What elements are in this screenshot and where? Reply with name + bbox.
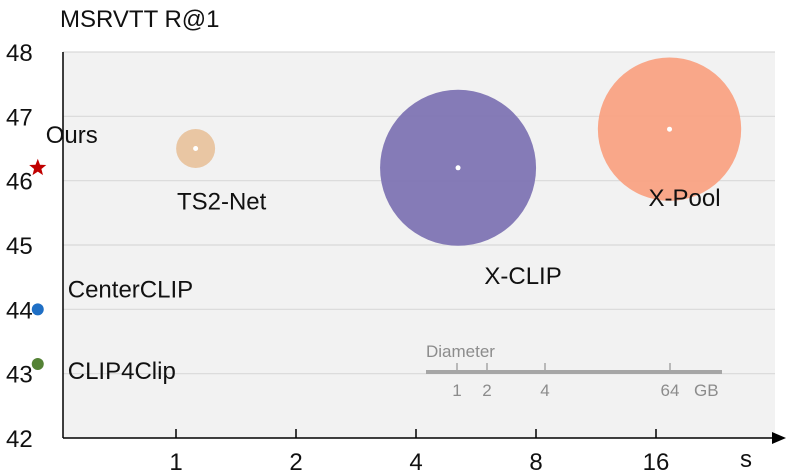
x-tick-label: 4 bbox=[409, 449, 422, 473]
x-axis-label: s bbox=[740, 446, 752, 473]
point-label: CenterCLIP bbox=[68, 276, 193, 303]
y-tick-label: 47 bbox=[6, 104, 33, 131]
dot-marker-clip4clip bbox=[31, 358, 44, 371]
x-tick-label: 1 bbox=[169, 449, 182, 473]
point-label: TS2-Net bbox=[177, 189, 267, 216]
y-tick-label: 48 bbox=[6, 40, 33, 67]
y-tick-label: 44 bbox=[6, 297, 33, 324]
bubble-center-dot bbox=[193, 146, 199, 151]
point-label: Ours bbox=[46, 122, 98, 149]
data-points bbox=[29, 57, 742, 371]
x-tick-label: 2 bbox=[289, 449, 302, 473]
bubble-center-dot bbox=[455, 165, 461, 171]
x-tick-label: 8 bbox=[529, 449, 542, 473]
x-axis-arrow bbox=[772, 432, 786, 444]
x-tick-labels: 1 2 4 8 16 bbox=[169, 429, 669, 473]
x-tick-label: 16 bbox=[643, 449, 670, 473]
y-tick-label: 45 bbox=[6, 233, 33, 260]
star-marker-ours bbox=[29, 158, 47, 176]
size-legend-title: Diameter bbox=[426, 342, 495, 361]
y-tick-label: 46 bbox=[6, 169, 33, 196]
point-label: X-CLIP bbox=[484, 263, 561, 290]
point-labels: Ours CenterCLIP CLIP4Clip TS2-Net X-CLIP X-Po… bbox=[46, 122, 721, 385]
size-legend-unit: GB bbox=[694, 381, 719, 400]
size-legend-value: 4 bbox=[540, 381, 549, 400]
y-tick-label: 43 bbox=[6, 362, 33, 389]
size-legend-value: 2 bbox=[482, 381, 491, 400]
dot-marker-centerclip bbox=[31, 303, 44, 316]
y-tick-label: 42 bbox=[6, 426, 33, 453]
chart-title: MSRVTT R@1 bbox=[60, 6, 220, 33]
point-label: CLIP4Clip bbox=[68, 358, 176, 385]
size-legend-value: 64 bbox=[661, 381, 680, 400]
y-tick-labels: 42 43 44 45 46 47 48 bbox=[6, 40, 33, 453]
bubble-center-dot bbox=[667, 126, 673, 132]
point-label: X-Pool bbox=[649, 185, 721, 212]
size-legend-value: 1 bbox=[452, 381, 461, 400]
size-legend: Diameter 1 2 4 64 GB bbox=[426, 342, 722, 400]
